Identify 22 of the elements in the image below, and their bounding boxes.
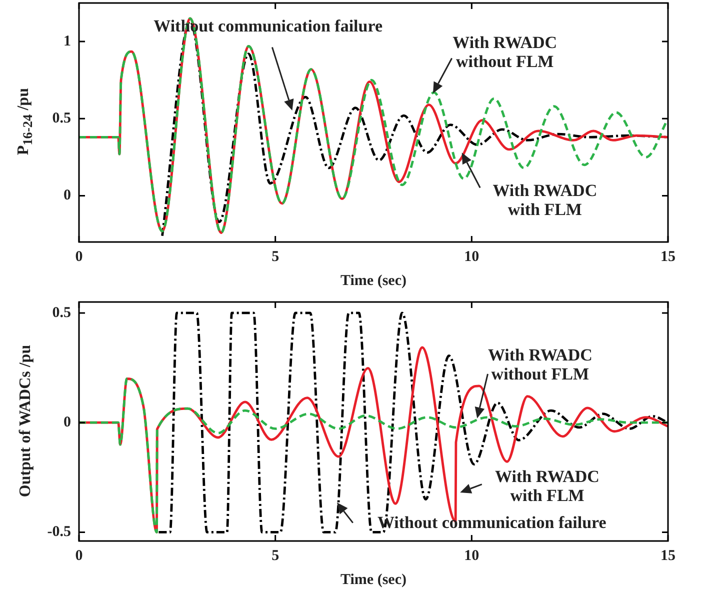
x-tick-label: 15 [660,248,676,265]
annotation: With RWADC with FLM [492,180,598,219]
x-tick-label: 0 [75,248,83,265]
y-axis-title: Output of WADCs /pu [17,344,35,498]
annotation: With RWADC without FLM [452,33,558,72]
line-series [79,17,668,234]
x-axis-title: Time (sec) [340,572,406,588]
annotation: With RWADC without FLM [488,346,592,384]
x-tick-label: 15 [660,548,676,564]
y-tick-label: 0 [64,414,71,430]
y-tick-label: 1 [64,33,71,50]
y-tick-label: -0.5 [47,524,71,540]
x-tick-label: 5 [272,548,280,564]
x-tick-label: 0 [75,548,83,564]
y-tick-label: 0.5 [52,304,71,321]
x-axis-title: Time (sec) [340,272,406,289]
y-tick-label: 0.5 [52,110,71,127]
y-tick-label: 0 [64,188,71,204]
x-tick-label: 10 [464,548,480,564]
x-tick-label: 5 [272,248,280,265]
annotation: With RWADC with FLM [495,467,600,506]
x-tick-label: 10 [464,248,480,265]
